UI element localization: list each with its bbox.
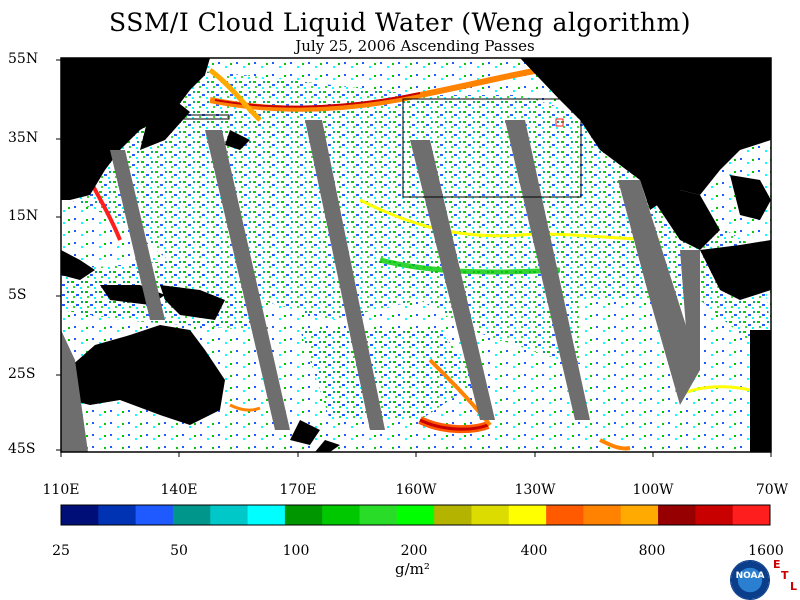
map-subtitle: July 25, 2006 Ascending Passes [295,37,535,55]
colorbar-tick-label: 200 [400,543,428,559]
colorbar-swatch [135,505,174,525]
colorbar-units: g/m² [395,560,430,578]
lat-ticks [56,59,61,451]
lat-label: 25S [8,366,36,382]
lab-mark-e: E [773,558,781,571]
colorbar-swatch [359,505,398,525]
noaa-logo-text: NOAA [735,571,765,581]
lab-mark-l: L [790,580,798,593]
colorbar-tick-label: 1600 [748,543,784,559]
colorbar [61,505,771,525]
lat-label: 5S [8,287,27,303]
colorbar-swatch [247,505,286,525]
lon-label: 110E [42,482,80,498]
lon-label: 100W [632,482,674,498]
colorbar-swatch [172,505,211,525]
colorbar-swatch [508,505,547,525]
lon-label: 170E [279,482,317,498]
site-marker [555,118,564,127]
colorbar-tick-label: 100 [282,543,310,559]
map-plot-area [61,58,771,452]
colorbar-tick-label: 800 [638,543,666,559]
colorbar-tick-label: 50 [170,543,188,559]
land-masses [61,58,771,452]
colorbar-swatch [98,505,137,525]
region-box-west [138,114,230,120]
missing-swaths [61,120,700,452]
colorbar-swatch [396,505,435,525]
colorbar-swatch [732,505,771,525]
lat-label: 45S [8,441,36,457]
region-box-northeast [402,98,582,198]
colorbar-tick-label: 25 [52,543,70,559]
colorbar-tick-label: 400 [520,543,548,559]
colorbar-swatch [695,505,734,525]
lat-label: 55N [8,51,39,67]
lon-label: 140E [160,482,198,498]
map-title: SSM/I Cloud Liquid Water (Weng algorithm… [109,8,691,37]
lat-label: 35N [8,130,39,146]
lon-label: 130W [514,482,556,498]
lat-label: 15N [8,208,39,224]
lon-ticks [60,452,772,457]
colorbar-swatch [471,505,510,525]
lon-label: 160W [395,482,437,498]
noaa-logo[interactable]: NOAA [730,560,770,600]
colorbar-swatch [284,505,323,525]
colorbar-swatch [210,505,249,525]
colorbar-swatch [620,505,659,525]
lon-label: 70W [755,482,789,498]
lab-mark-t: T [781,569,789,582]
colorbar-swatch [322,505,361,525]
colorbar-swatch [61,505,99,525]
colorbar-swatch [658,505,696,525]
colorbar-swatch [583,505,622,525]
colorbar-swatch [546,505,584,525]
colorbar-frame [60,504,771,526]
colorbar-swatch [434,505,472,525]
